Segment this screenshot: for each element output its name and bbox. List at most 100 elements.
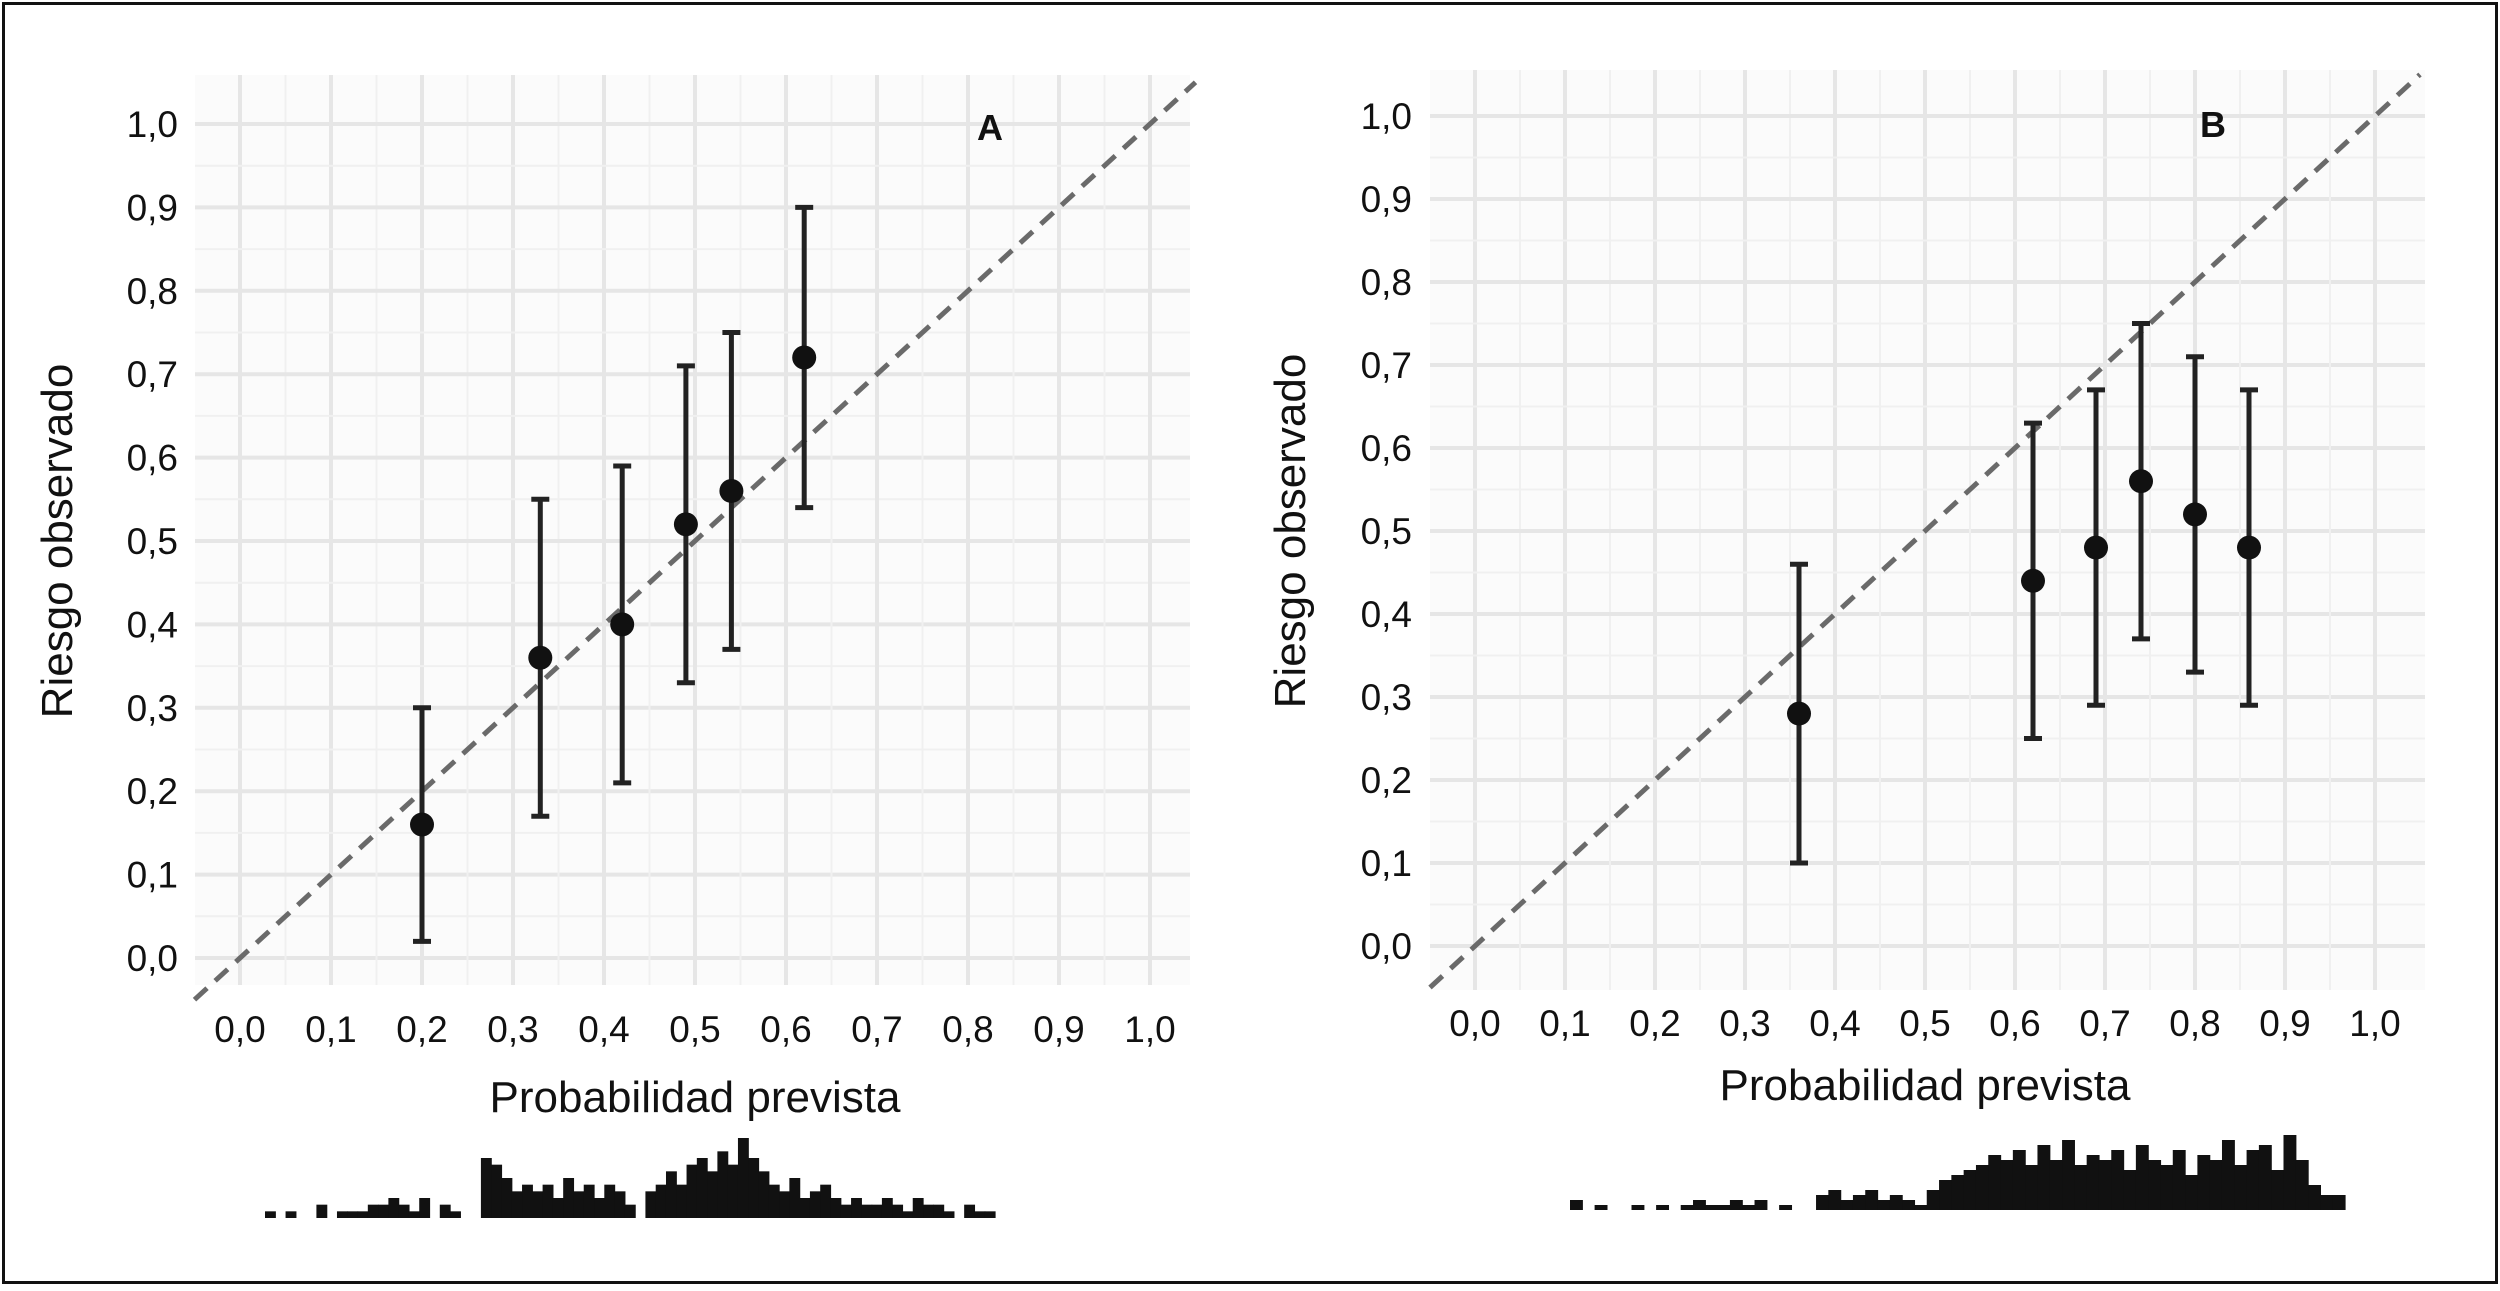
- histogram-bar: [1951, 1175, 1965, 1210]
- histogram-bar: [522, 1184, 533, 1218]
- histogram-bar: [2283, 1135, 2297, 1210]
- y-tick-label: 0,5: [127, 521, 178, 562]
- y-tick-label: 0,8: [127, 271, 178, 312]
- x-tick-label: 1,0: [1124, 1009, 1175, 1050]
- histogram-bar: [604, 1184, 616, 1218]
- histogram-bar: [717, 1151, 729, 1218]
- y-tick-label: 0,0: [127, 938, 178, 979]
- y-tick-label: 0,3: [1361, 677, 1412, 718]
- x-tick-label: 0,9: [1033, 1009, 1084, 1050]
- histogram-bar: [2062, 1140, 2075, 1210]
- histogram-bar: [594, 1198, 605, 1218]
- histogram-bar: [1729, 1200, 1743, 1210]
- x-tick-label: 0,5: [1899, 1003, 1950, 1044]
- x-tick-label: 0,3: [487, 1009, 538, 1050]
- histogram-bar: [2332, 1195, 2346, 1210]
- histogram-bar: [563, 1178, 575, 1218]
- data-point: [719, 478, 744, 503]
- histogram-bar: [388, 1198, 400, 1218]
- data-point: [792, 345, 817, 370]
- histogram-bar: [501, 1178, 513, 1218]
- histogram: [1570, 1135, 2346, 1210]
- histogram-bar: [2160, 1165, 2174, 1210]
- histogram-bar: [357, 1211, 369, 1218]
- histogram-bar: [665, 1171, 677, 1218]
- histogram-bar: [964, 1204, 976, 1218]
- histogram-bar: [1914, 1205, 1928, 1210]
- x-tick-label: 0,3: [1719, 1003, 1770, 1044]
- data-point: [2021, 568, 2045, 593]
- histogram-bar: [871, 1204, 883, 1218]
- histogram-bar: [881, 1198, 893, 1218]
- histogram-bar: [1975, 1165, 1989, 1210]
- y-tick-label: 0,1: [127, 855, 178, 896]
- histogram-bar: [1828, 1190, 1842, 1210]
- histogram-bar: [491, 1164, 503, 1218]
- histogram-bar: [265, 1211, 276, 1218]
- y-axis-label: Riesgo observado: [33, 364, 82, 719]
- histogram-bar: [1926, 1190, 1940, 1210]
- y-tick-label: 1,0: [1361, 96, 1412, 137]
- x-tick-label: 0,6: [1989, 1003, 2040, 1044]
- data-point: [2183, 502, 2207, 527]
- histogram-bar: [1754, 1200, 1768, 1210]
- x-tick-label: 0,4: [578, 1009, 629, 1050]
- histogram-bar: [2246, 1150, 2260, 1210]
- y-tick-label: 0,3: [127, 688, 178, 729]
- y-axis-label: Riesgo observado: [1266, 354, 1315, 709]
- histogram-bar: [2111, 1150, 2125, 1210]
- histogram-bar: [408, 1211, 420, 1218]
- y-tick-label: 0,6: [127, 438, 178, 479]
- y-tick-label: 0,1: [1361, 843, 1412, 884]
- histogram-bar: [984, 1211, 996, 1218]
- histogram-bar: [1816, 1195, 1829, 1210]
- histogram-bar: [861, 1204, 873, 1218]
- histogram-bar: [2209, 1160, 2223, 1210]
- histogram: [265, 1138, 996, 1218]
- histogram-bar: [840, 1204, 852, 1218]
- histogram-bar: [779, 1191, 790, 1218]
- histogram-bar: [419, 1198, 431, 1218]
- x-tick-label: 0,1: [305, 1009, 356, 1050]
- reference-diagonal-line: [192, 80, 1198, 1002]
- histogram-bar: [614, 1191, 626, 1218]
- histogram-bar: [2049, 1160, 2063, 1210]
- panel-label: A: [977, 107, 1003, 148]
- x-tick-label: 0,0: [214, 1009, 265, 1050]
- y-tick-label: 0,2: [1361, 760, 1412, 801]
- histogram-bar: [1656, 1205, 1670, 1210]
- panel-b: 0,0 0,1 0,2 0,3 0,4 0,5 0,6 0,7 0,8 0,9 1,0 0,0 0,1 0…: [1266, 70, 2425, 1210]
- histogram-bar: [943, 1211, 955, 1218]
- x-tick-label: 0,8: [2169, 1003, 2220, 1044]
- histogram-bar: [2258, 1145, 2272, 1210]
- x-tick-label: 0,6: [760, 1009, 811, 1050]
- histogram-bar: [809, 1191, 821, 1218]
- x-tick-label: 0,7: [851, 1009, 902, 1050]
- x-tick-label: 0,8: [942, 1009, 993, 1050]
- histogram-bar: [624, 1204, 636, 1218]
- histogram-bar: [511, 1191, 523, 1218]
- histogram-bar: [830, 1198, 842, 1218]
- histogram-bar: [2037, 1145, 2051, 1210]
- x-tick-label: 0,5: [669, 1009, 720, 1050]
- histogram-bar: [933, 1204, 945, 1218]
- data-point: [1787, 701, 1811, 726]
- histogram-bar: [1570, 1200, 1583, 1210]
- data-point: [2237, 535, 2261, 560]
- histogram-bar: [737, 1138, 749, 1218]
- histogram-bar: [1631, 1205, 1645, 1210]
- histogram-bar: [2012, 1150, 2026, 1210]
- y-tick-label: 0,5: [1361, 511, 1412, 552]
- histogram-bar: [450, 1211, 461, 1218]
- histogram-bar: [2271, 1170, 2285, 1210]
- histogram-bar: [912, 1198, 924, 1218]
- x-axis-label: Probabilidad prevista: [490, 1073, 901, 1122]
- histogram-bar: [573, 1191, 585, 1218]
- y-tick-label: 0,8: [1361, 262, 1412, 303]
- x-tick-label: 0,2: [396, 1009, 447, 1050]
- histogram-bar: [2098, 1160, 2112, 1210]
- x-tick-label: 0,7: [2079, 1003, 2130, 1044]
- histogram-bar: [974, 1211, 986, 1218]
- y-tick-label: 0,9: [127, 187, 178, 228]
- histogram-bar: [2123, 1170, 2137, 1210]
